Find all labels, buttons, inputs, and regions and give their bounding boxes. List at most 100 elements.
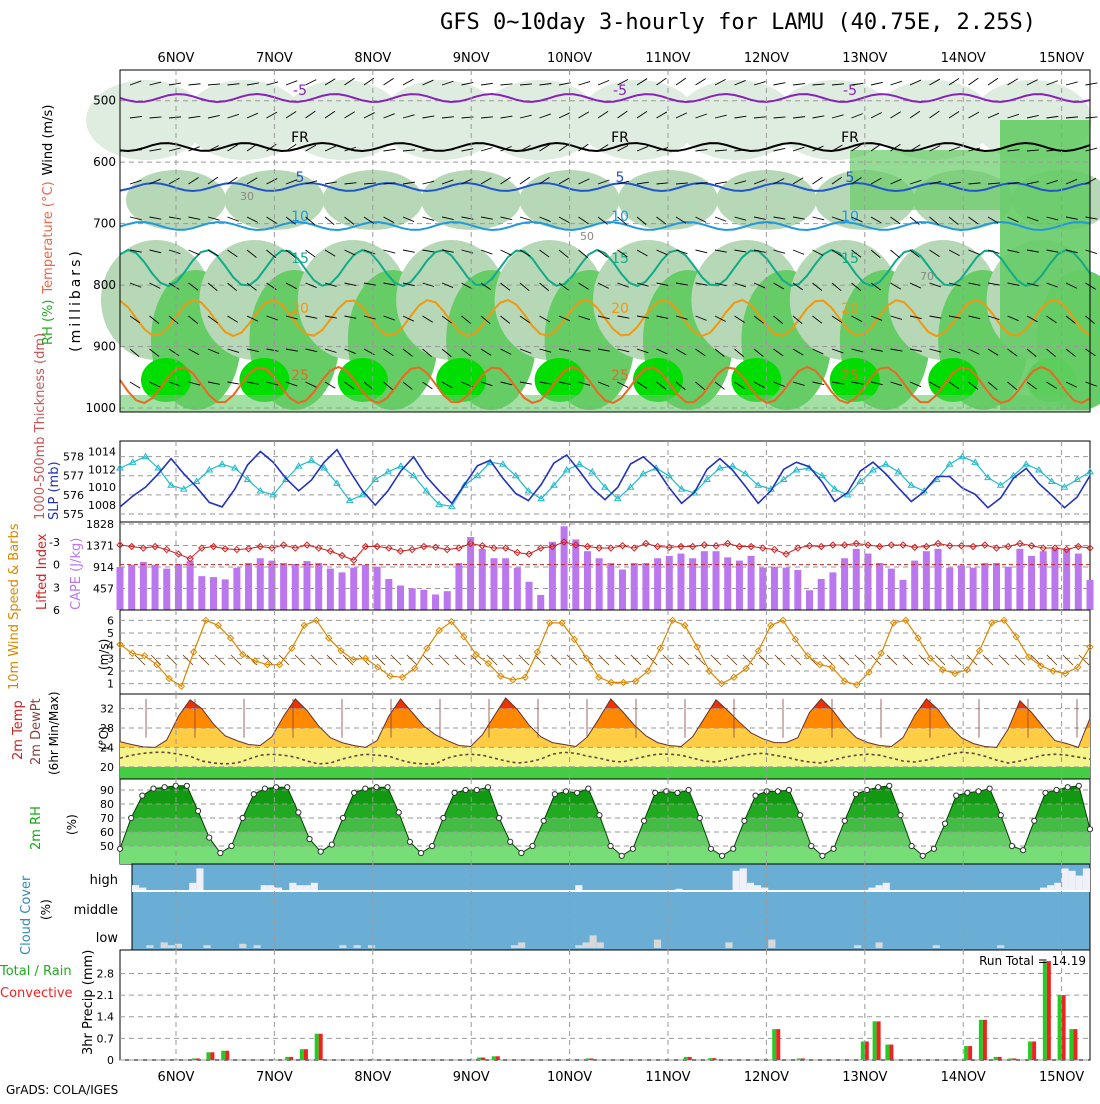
wind-barb	[344, 77, 355, 86]
wind-barb	[734, 216, 747, 221]
wind-barb	[870, 112, 882, 119]
wind-barb	[1046, 80, 1058, 86]
rh2m-point	[228, 842, 235, 850]
precip-bar-total	[978, 1019, 983, 1060]
wind-barb	[812, 249, 824, 256]
wind-barb	[597, 79, 610, 86]
wind-barb	[753, 381, 765, 389]
li-point	[209, 542, 218, 551]
wind10-tick: 6	[107, 614, 114, 627]
wind10-barb	[518, 654, 530, 666]
wind-barb	[578, 348, 591, 352]
wind-barb	[363, 381, 374, 390]
wind-barb	[305, 282, 317, 288]
cloud-high-bar	[761, 887, 769, 890]
wind10-point	[803, 652, 812, 660]
wind10-point	[300, 621, 308, 630]
li-point	[233, 545, 241, 554]
wind-barb	[285, 216, 296, 225]
wind-barb	[870, 348, 883, 352]
cloud-low-bar	[518, 942, 526, 948]
wind-barb	[948, 78, 960, 86]
wind-barb	[305, 79, 317, 86]
wind10-point	[263, 660, 272, 669]
temp-unit: (°C)	[97, 726, 111, 750]
wind-barb	[909, 144, 921, 152]
temp-tick: 32	[100, 703, 114, 716]
precip-bar-conv	[589, 1058, 594, 1060]
upper-ylabel: RH (%) Temperature (°C) Wind (m/s)	[41, 105, 56, 345]
upper-tick-label: 600	[93, 155, 116, 169]
date-label-top: 9NOV	[453, 51, 490, 66]
wind-barb	[695, 78, 706, 86]
wind10-point	[644, 667, 652, 675]
rh2m-point	[261, 785, 269, 792]
wind-barb	[792, 315, 803, 325]
wind-barb	[773, 282, 785, 290]
wind-barb	[500, 145, 512, 152]
thickness-point	[116, 464, 124, 471]
wind-barb	[246, 216, 258, 223]
rh2m-point	[206, 834, 213, 841]
wind-barb	[344, 182, 357, 185]
wind-barb	[929, 216, 939, 226]
rh2m-point	[908, 842, 915, 850]
li-point	[127, 542, 136, 551]
li-point	[1027, 542, 1036, 550]
wind-barb	[597, 216, 608, 225]
upper-tick-label: 900	[93, 340, 116, 354]
wind-barb	[266, 249, 276, 259]
wind10-point	[1012, 633, 1021, 641]
wind-barb	[149, 282, 161, 289]
cape-bar	[315, 562, 323, 610]
wind-barb	[1065, 381, 1077, 388]
wind10-point	[128, 649, 136, 657]
precip-bar-total	[1028, 1041, 1033, 1060]
li-point	[910, 543, 919, 551]
wind-barb	[792, 177, 804, 185]
rh2m-point	[819, 852, 826, 859]
cloud-high-bar	[868, 887, 876, 890]
wind-barb	[753, 249, 766, 253]
date-label-bottom: 9NOV	[453, 1070, 490, 1085]
wind-barb	[987, 216, 999, 224]
wind-barb	[792, 381, 805, 386]
slp-tick: 1008	[88, 499, 116, 512]
cloud-high-bar	[296, 885, 304, 890]
isotherm-label: 10	[291, 209, 309, 225]
wind-barb	[909, 348, 922, 352]
wind10-point	[631, 677, 640, 685]
wind10-frame	[119, 609, 1091, 695]
cape-bar	[1074, 553, 1082, 610]
precip-bar-conv	[776, 1029, 781, 1060]
wind-barb	[324, 216, 335, 226]
cape-bar	[572, 539, 580, 610]
wind10-point	[460, 633, 468, 641]
wind10-barb	[1062, 654, 1074, 666]
rh2m-point	[373, 784, 380, 791]
cape-bar	[396, 585, 404, 610]
run-total-label: Run Total = 14.19	[979, 954, 1086, 968]
wind-barb	[480, 282, 492, 291]
rh2m-point	[919, 852, 926, 859]
rh2m-point	[473, 786, 480, 794]
wind-barb	[948, 216, 959, 225]
cloud-high-bar	[875, 885, 883, 890]
wind-barb	[461, 282, 473, 290]
li-point	[782, 550, 790, 558]
precip-bar-conv	[303, 1049, 308, 1060]
rh2m-point	[741, 817, 748, 824]
isotherm-line	[119, 181, 1091, 193]
precip-bar-conv	[712, 1058, 717, 1060]
li-point	[1074, 542, 1083, 551]
wind-barb	[539, 83, 552, 86]
cloud-level-label: high	[90, 873, 118, 888]
rh2m-point	[339, 814, 347, 822]
wind10-point	[558, 619, 566, 627]
wind-barb	[675, 348, 687, 356]
page-title: GFS 0~10day 3-hourly for LAMU (40.75E, 2…	[440, 10, 1037, 35]
wind-barb	[909, 282, 922, 289]
rh2m-point	[886, 782, 893, 789]
cloud-high-bar	[1075, 875, 1083, 890]
wind10-point	[275, 660, 284, 669]
